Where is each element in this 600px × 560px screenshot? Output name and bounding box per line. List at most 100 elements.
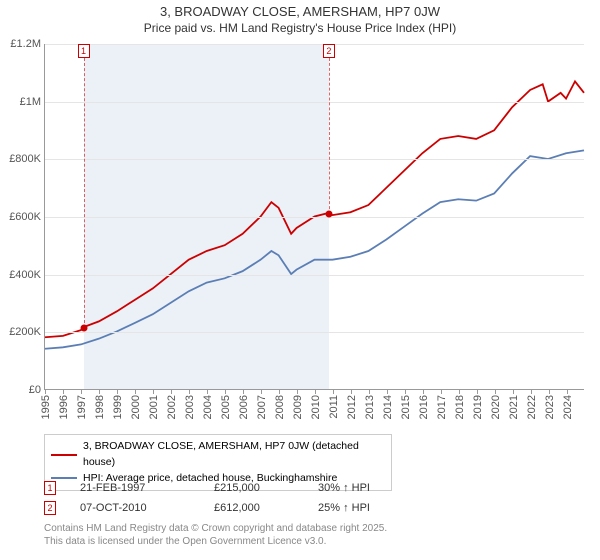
x-axis-label: 2021: [506, 395, 520, 419]
x-tick: [207, 389, 208, 394]
x-tick: [423, 389, 424, 394]
gridline: [45, 159, 584, 160]
sale-date: 21-FEB-1997: [80, 482, 190, 494]
x-tick: [261, 389, 262, 394]
x-axis-label: 2000: [128, 395, 142, 419]
sale-marker-box: 2: [323, 44, 335, 58]
gridline: [45, 102, 584, 103]
x-axis-label: 2024: [560, 395, 574, 419]
x-tick: [333, 389, 334, 394]
chart-container: 3, BROADWAY CLOSE, AMERSHAM, HP7 0JW Pri…: [0, 0, 600, 560]
x-axis-label: 2016: [416, 395, 430, 419]
sale-marker-box: 1: [78, 44, 90, 58]
x-tick: [135, 389, 136, 394]
x-axis-label: 2005: [218, 395, 232, 419]
x-tick: [117, 389, 118, 394]
sale-marker-line: [84, 58, 85, 328]
x-axis-label: 2022: [524, 395, 538, 419]
sale-row: 1 21-FEB-1997 £215,000 30% ↑ HPI: [44, 478, 398, 498]
x-axis-label: 1997: [74, 395, 88, 419]
x-tick: [531, 389, 532, 394]
x-tick: [153, 389, 154, 394]
y-axis-label: £1M: [20, 96, 45, 108]
price-paid-line: [45, 81, 584, 337]
plot-area: £0£200K£400K£600K£800K£1M£1.2M1995199619…: [44, 44, 584, 390]
sale-row: 2 07-OCT-2010 £612,000 25% ↑ HPI: [44, 498, 398, 518]
y-axis-label: £200K: [9, 326, 45, 338]
y-axis-label: £400K: [9, 269, 45, 281]
gridline: [45, 44, 584, 45]
sale-pct: 25% ↑ HPI: [318, 502, 398, 514]
x-tick: [81, 389, 82, 394]
x-tick: [567, 389, 568, 394]
gridline: [45, 217, 584, 218]
sale-price: £215,000: [214, 482, 294, 494]
x-axis-label: 2013: [362, 395, 376, 419]
x-axis-label: 2017: [434, 395, 448, 419]
sale-marker-line: [329, 58, 330, 214]
sale-date: 07-OCT-2010: [80, 502, 190, 514]
footer-line-2: This data is licensed under the Open Gov…: [44, 535, 387, 548]
x-tick: [549, 389, 550, 394]
sale-marker-dot: [325, 210, 332, 217]
x-axis-label: 2008: [272, 395, 286, 419]
chart-title: 3, BROADWAY CLOSE, AMERSHAM, HP7 0JW: [0, 0, 600, 21]
x-axis-label: 2023: [542, 395, 556, 419]
x-axis-label: 1996: [56, 395, 70, 419]
x-axis-label: 2006: [236, 395, 250, 419]
chart-subtitle: Price paid vs. HM Land Registry's House …: [0, 21, 600, 37]
gridline: [45, 275, 584, 276]
x-tick: [405, 389, 406, 394]
x-tick: [315, 389, 316, 394]
x-axis-label: 2019: [470, 395, 484, 419]
x-axis-label: 1995: [38, 395, 52, 419]
x-tick: [495, 389, 496, 394]
x-axis-label: 2001: [146, 395, 160, 419]
x-axis-label: 2012: [344, 395, 358, 419]
x-axis-label: 1999: [110, 395, 124, 419]
x-tick: [387, 389, 388, 394]
x-tick: [243, 389, 244, 394]
x-tick: [225, 389, 226, 394]
x-axis-label: 2015: [398, 395, 412, 419]
x-axis-label: 2020: [488, 395, 502, 419]
x-tick: [45, 389, 46, 394]
x-tick: [441, 389, 442, 394]
x-axis-label: 2018: [452, 395, 466, 419]
x-tick: [63, 389, 64, 394]
x-tick: [369, 389, 370, 394]
x-tick: [279, 389, 280, 394]
x-axis-label: 2007: [254, 395, 268, 419]
sale-row-marker: 1: [44, 481, 56, 495]
y-axis-label: £600K: [9, 211, 45, 223]
x-tick: [189, 389, 190, 394]
x-tick: [171, 389, 172, 394]
legend-label: 3, BROADWAY CLOSE, AMERSHAM, HP7 0JW (de…: [83, 439, 385, 471]
y-axis-label: £1.2M: [10, 38, 45, 50]
x-tick: [297, 389, 298, 394]
footer-attribution: Contains HM Land Registry data © Crown c…: [44, 522, 387, 548]
x-tick: [351, 389, 352, 394]
footer-line-1: Contains HM Land Registry data © Crown c…: [44, 522, 387, 535]
x-tick: [99, 389, 100, 394]
x-axis-label: 2004: [200, 395, 214, 419]
x-axis-label: 2011: [326, 395, 340, 419]
x-axis-label: 2009: [290, 395, 304, 419]
x-axis-label: 2014: [380, 395, 394, 419]
hpi-line: [45, 150, 584, 348]
legend-swatch: [51, 454, 77, 456]
sale-pct: 30% ↑ HPI: [318, 482, 398, 494]
sales-table: 1 21-FEB-1997 £215,000 30% ↑ HPI 2 07-OCT-201…: [44, 478, 398, 518]
x-tick: [513, 389, 514, 394]
x-axis-label: 2010: [308, 395, 322, 419]
sale-marker-dot: [80, 325, 87, 332]
legend-item: 3, BROADWAY CLOSE, AMERSHAM, HP7 0JW (de…: [51, 439, 385, 471]
x-axis-label: 2003: [182, 395, 196, 419]
x-axis-label: 2002: [164, 395, 178, 419]
sale-price: £612,000: [214, 502, 294, 514]
x-tick: [477, 389, 478, 394]
x-tick: [459, 389, 460, 394]
gridline: [45, 332, 584, 333]
x-axis-label: 1998: [92, 395, 106, 419]
sale-row-marker: 2: [44, 501, 56, 515]
